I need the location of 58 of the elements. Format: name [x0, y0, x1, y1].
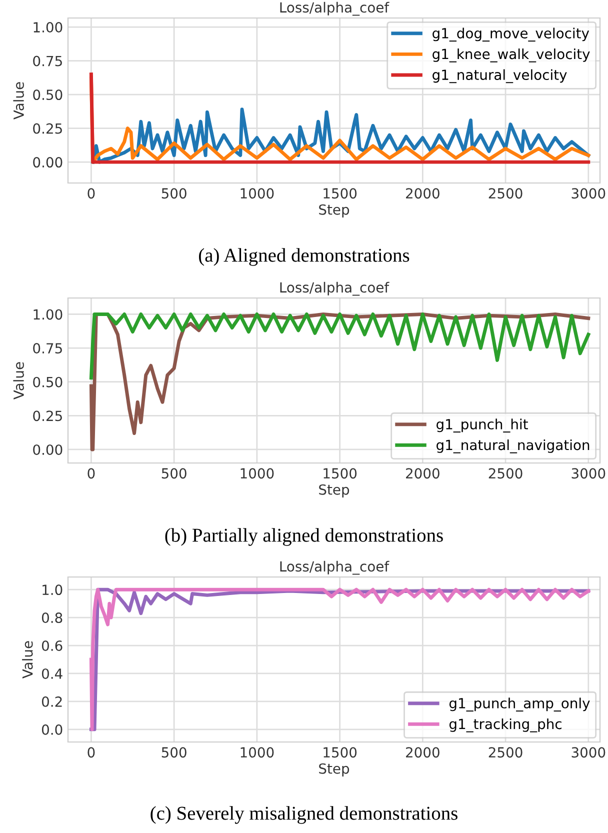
line-series: [89, 312, 590, 380]
y-tick-label: 0.75: [33, 343, 62, 354]
x-axis-title: Step: [319, 204, 350, 218]
y-tick-label: 0.25: [33, 123, 62, 134]
x-axis-title: Step: [319, 484, 350, 498]
x-tick-label: 3000: [572, 468, 606, 479]
text: (a) Aligned demonstrations: [199, 248, 410, 266]
x-tick-label: 3000: [572, 747, 606, 758]
y-axis-title: Value: [13, 362, 24, 400]
legend-label: g1_punch_amp_only: [449, 698, 590, 712]
legend-label: g1_knee_walk_velocity: [432, 48, 590, 62]
y-tick-label: 0.75: [33, 56, 62, 66]
x-tick-label: 2000: [406, 747, 440, 758]
chart-title: Loss/alpha_coef: [280, 560, 390, 575]
y-axis-title: Value: [13, 82, 24, 120]
y-tick-label: 0.00: [33, 444, 62, 455]
x-tick-label: 1500: [324, 188, 357, 199]
x-tick-label: 1000: [240, 747, 274, 758]
x-tick-label: 0: [88, 468, 95, 479]
x-tick-label: 1500: [324, 747, 357, 758]
x-tick-label: 500: [162, 747, 186, 758]
line-series: [91, 108, 590, 164]
x-tick-label: 2500: [488, 468, 522, 479]
y-tick-label: 0.2: [42, 696, 62, 707]
x-tick-label: 2500: [488, 747, 522, 758]
y-axis-title: Value: [22, 641, 33, 678]
legend-label: g1_dog_move_velocity: [432, 28, 590, 42]
y-tick-label: 0.6: [42, 640, 62, 651]
y-tick-label: 1.0: [42, 584, 62, 596]
legend-label: g1_punch_hit: [436, 418, 528, 433]
text: (b) Partially aligned demonstrations: [165, 528, 443, 546]
y-tick-label: 1.00: [34, 22, 62, 33]
x-tick-label: 0: [88, 188, 95, 199]
x-tick-label: 500: [162, 468, 186, 479]
y-tick-label: 1.00: [34, 309, 62, 320]
x-tick-label: 0: [88, 747, 95, 758]
y-tick-label: 0.00: [33, 157, 62, 168]
y-tick-label: 0.0: [42, 724, 62, 735]
y-tick-label: 0.25: [33, 410, 62, 422]
text: (c) Severely misaligned demonstrations: [150, 806, 458, 824]
x-tick-label: 500: [162, 188, 186, 199]
x-tick-label: 2000: [406, 468, 440, 479]
y-tick-label: 0.4: [42, 668, 62, 679]
chart-title: Loss/alpha_coef: [280, 282, 390, 296]
chart-title: Loss/alpha_coef: [280, 2, 390, 16]
x-tick-label: 2000: [406, 188, 440, 199]
x-tick-label: 3000: [572, 188, 606, 199]
x-axis-title: Step: [319, 763, 350, 777]
legend-label: g1_natural_velocity: [432, 69, 567, 84]
y-tick-label: 0.50: [33, 90, 62, 100]
x-tick-label: 1000: [240, 188, 274, 199]
y-tick-label: 0.50: [33, 376, 62, 388]
x-tick-label: 1500: [324, 468, 357, 479]
x-tick-label: 1000: [240, 468, 274, 479]
legend-label: g1_natural_navigation: [436, 439, 590, 454]
y-tick-label: 0.8: [42, 612, 62, 624]
legend-label: g1_tracking_phc: [449, 718, 562, 732]
x-tick-label: 2500: [488, 188, 522, 199]
